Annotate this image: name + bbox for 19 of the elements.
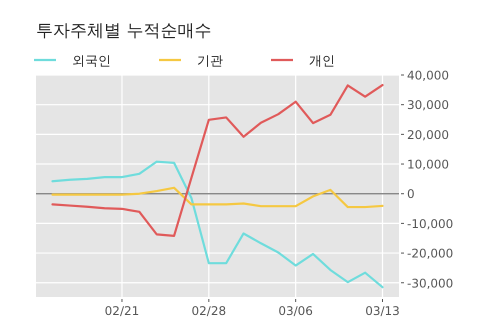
y-tick-label: 30,000 [407, 98, 449, 112]
legend-label: 외국인 [72, 54, 111, 69]
y-tick-label: 10,000 [407, 158, 449, 172]
y-tick-label: 20,000 [407, 128, 449, 142]
y-tick-label: 0 [407, 187, 415, 202]
line-series [51, 160, 384, 288]
y-tick-label: 40,000 [407, 68, 449, 82]
x-tick-label: 03/13 [365, 304, 400, 318]
y-tick-label: -20,000 [407, 246, 454, 261]
line-series [51, 84, 384, 237]
legend-label: 개인 [309, 54, 335, 69]
y-tick-label: -30,000 [407, 276, 454, 290]
legend-label: 기관 [197, 54, 223, 69]
y-tick-label: -10,000 [407, 216, 454, 231]
x-tick-label: 02/21 [104, 304, 140, 318]
line-series [51, 186, 384, 208]
chart-title: 투자주체별 누적순매수 [36, 21, 212, 41]
x-tick-label: 03/06 [278, 304, 313, 318]
x-tick-label: 02/28 [192, 304, 226, 318]
